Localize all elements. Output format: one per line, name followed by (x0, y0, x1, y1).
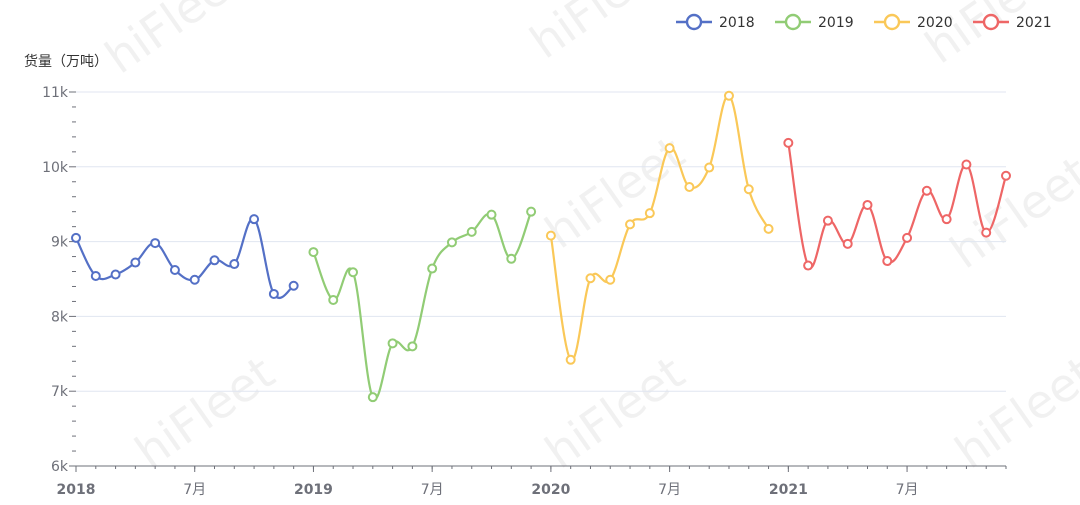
legend-item-2021[interactable]: 2021 (973, 13, 1052, 31)
data-point[interactable] (545, 230, 556, 241)
y-tick-label: 7k (51, 384, 69, 400)
watermark-text: hiFleet (535, 345, 694, 479)
legend[interactable]: 2018 2019 2020 2021 (676, 13, 1052, 31)
data-point[interactable] (387, 338, 398, 349)
legend-marker-icon (883, 13, 901, 31)
data-point[interactable] (763, 223, 774, 234)
data-point[interactable] (644, 208, 655, 219)
data-point[interactable] (110, 269, 121, 280)
data-point[interactable] (288, 280, 299, 291)
data-point[interactable] (209, 255, 220, 266)
data-point[interactable] (189, 274, 200, 285)
data-point[interactable] (565, 354, 576, 365)
data-point[interactable] (486, 209, 497, 220)
legend-marker-icon (982, 13, 1000, 31)
x-tick-label: 2021 (769, 482, 808, 498)
data-point[interactable] (169, 265, 180, 276)
data-point[interactable] (902, 232, 913, 243)
data-point[interactable] (803, 260, 814, 271)
data-point[interactable] (704, 162, 715, 173)
series-2019 (308, 206, 537, 403)
data-point[interactable] (961, 159, 972, 170)
x-tick-label: 2019 (294, 482, 333, 498)
legend-item-2020[interactable]: 2020 (874, 13, 953, 31)
data-point[interactable] (625, 219, 636, 230)
data-point[interactable] (941, 214, 952, 225)
data-point[interactable] (249, 214, 260, 225)
data-point[interactable] (506, 253, 517, 264)
watermark-text: hiFleet (945, 345, 1080, 479)
data-point[interactable] (862, 199, 873, 210)
series-2021 (783, 137, 1011, 271)
data-point[interactable] (348, 267, 359, 278)
legend-label: 2019 (818, 15, 854, 31)
watermark-text: hiFleet (125, 345, 284, 479)
data-point[interactable] (783, 137, 794, 148)
series-line-2019 (312, 211, 533, 401)
legend-item-2018[interactable]: 2018 (676, 13, 755, 31)
data-point[interactable] (466, 226, 477, 237)
x-tick-label: 7月 (658, 482, 681, 498)
data-point[interactable] (328, 294, 339, 305)
data-point[interactable] (367, 392, 378, 403)
y-tick-label: 9k (51, 235, 69, 251)
x-tick-label: 7月 (896, 482, 919, 498)
data-point[interactable] (882, 256, 893, 267)
data-point[interactable] (71, 232, 81, 243)
data-point[interactable] (90, 271, 101, 282)
data-point[interactable] (130, 257, 141, 268)
x-tick-label: 2020 (531, 482, 570, 498)
legend-marker-icon (685, 13, 703, 31)
x-tick-label: 7月 (421, 482, 444, 498)
data-point[interactable] (308, 247, 319, 258)
watermark-text: hiFleet (915, 0, 1074, 74)
x-tick-label: 7月 (183, 482, 206, 498)
data-point[interactable] (605, 274, 616, 285)
data-point[interactable] (427, 263, 438, 274)
watermark-text: hiFleet (520, 0, 679, 69)
data-point[interactable] (446, 237, 457, 248)
y-tick-label: 6k (51, 459, 69, 475)
series-layer (71, 90, 1011, 403)
watermark-text: hiFleet (940, 145, 1080, 279)
legend-label: 2021 (1016, 15, 1052, 31)
watermark-text: hiFleet (95, 0, 254, 84)
legend-item-2019[interactable]: 2019 (775, 13, 854, 31)
data-point[interactable] (822, 215, 833, 226)
y-tick-label: 8k (51, 309, 69, 325)
y-axis-title: 货量（万吨） (24, 53, 108, 70)
data-point[interactable] (664, 143, 675, 154)
series-line-2018 (75, 218, 295, 299)
data-point[interactable] (150, 238, 161, 249)
data-point[interactable] (526, 206, 537, 217)
y-tick-label: 10k (42, 160, 69, 176)
legend-label: 2020 (917, 15, 953, 31)
data-point[interactable] (407, 341, 418, 352)
data-point[interactable] (268, 288, 279, 299)
x-tick-label: 2018 (57, 482, 96, 498)
data-point[interactable] (981, 227, 992, 238)
data-point[interactable] (921, 185, 932, 196)
data-point[interactable] (229, 259, 240, 270)
axes: 6k 7k 8k 9k 10k 11k 2018 7月 2019 7月 2020 7月 2021 7月 (42, 85, 1007, 498)
data-point[interactable] (684, 181, 695, 192)
grid-lines (76, 91, 1006, 392)
y-tick-label: 11k (42, 85, 69, 101)
data-point[interactable] (842, 238, 853, 249)
legend-marker-icon (784, 13, 802, 31)
series-2020 (545, 90, 774, 365)
data-point[interactable] (585, 273, 596, 284)
data-point[interactable] (723, 90, 734, 101)
series-2018 (71, 214, 299, 299)
data-point[interactable] (743, 184, 754, 195)
data-point[interactable] (1001, 170, 1011, 181)
legend-label: 2018 (719, 15, 755, 31)
